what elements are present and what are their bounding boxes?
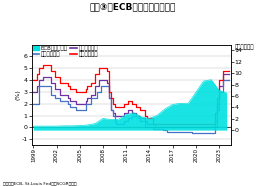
Y-axis label: (%): (%): [15, 89, 20, 100]
Text: （兆ユーロ）: （兆ユーロ）: [235, 45, 254, 50]
Text: 図表③　ECBの政策金利と資産: 図表③ ECBの政策金利と資産: [89, 3, 176, 12]
Text: （出所：ECB, St.Louis FedよりSCGR作成）: （出所：ECB, St.Louis FedよりSCGR作成）: [3, 181, 76, 185]
Legend: ECB資産（右）, 中銀頲金金利, 主要政策金利, 限界貸出金利: ECB資産（右）, 中銀頲金金利, 主要政策金利, 限界貸出金利: [33, 45, 98, 57]
